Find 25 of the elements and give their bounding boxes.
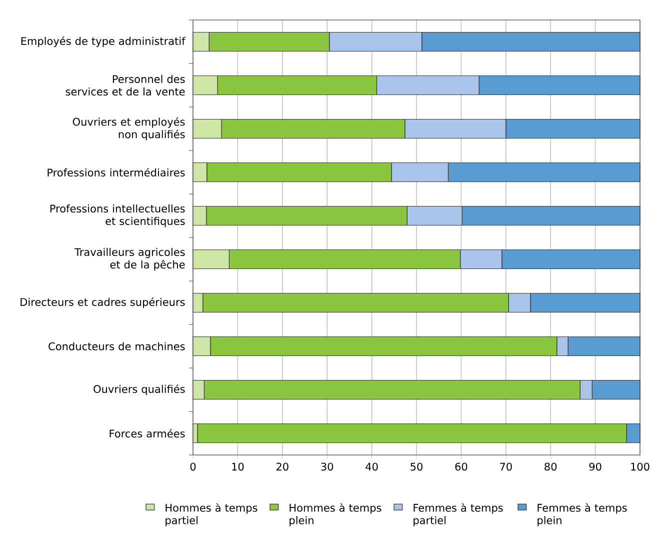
x-tick-label: 20 (276, 462, 288, 471)
y-tick-label: Ouvriers qualifiés (94, 384, 185, 396)
x-tick-label: 80 (544, 462, 557, 471)
y-tick-label: Professions intellectuelles et scientifiques (50, 204, 185, 228)
x-tick-label: 60 (455, 462, 468, 471)
x-tick-label: 100 (631, 462, 650, 471)
y-tick-label: Forces armées (110, 428, 185, 438)
legend-label: Hommes à temps partiel (166, 503, 258, 526)
x-tick-label: 50 (410, 462, 422, 471)
y-tick-label: Personnel des services et de la vente (66, 74, 185, 96)
y-tick-label: Travailleurs agricoles et de la pêche (74, 248, 185, 271)
x-tick-label: 70 (500, 462, 512, 471)
x-tick-label: 40 (366, 462, 378, 471)
x-tick-label: 0 (190, 462, 196, 471)
x-tick-label: 90 (589, 462, 602, 471)
legend-label: Femmes à temps partiel (414, 503, 503, 526)
y-tick-label: Professions intermédiaires (48, 168, 185, 177)
x-tick-label: 10 (232, 462, 244, 471)
legend-label: Hommes à temps plein (290, 503, 382, 526)
legend-label: Femmes à temps plein (538, 503, 627, 526)
y-tick-label: Directeurs et cadres supérieurs (20, 297, 185, 308)
y-tick-label: Employés de type administratif (21, 36, 186, 48)
y-tick-label: Conducteurs de machines (48, 342, 185, 350)
y-tick-label: Ouvriers et employés non qualifiés (72, 117, 185, 140)
x-tick-label: 30 (321, 462, 334, 471)
